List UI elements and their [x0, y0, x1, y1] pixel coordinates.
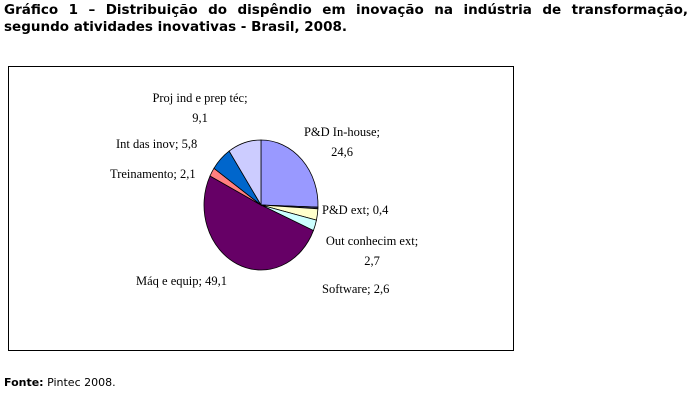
source-label: Fonte: [4, 376, 44, 389]
chart-title: Gráfico 1 – Distribuição do dispêndio em… [4, 2, 688, 35]
category-name: Treinamento; [110, 167, 177, 181]
category-name: P&D In-house; [303, 125, 381, 139]
category-name: Software; [322, 282, 371, 296]
category-name: Out conhecim ext; [325, 234, 419, 248]
slice-label: P&D In-house; 24,6 [292, 122, 392, 162]
value-label: 49,1 [205, 274, 227, 288]
source: Fonte: Pintec 2008. [4, 376, 116, 389]
slice-label: Máq e equip; 49,1 [136, 271, 227, 291]
value-label: 5,8 [181, 137, 198, 151]
slice-label: Out conhecim ext; 2,7 [318, 231, 426, 271]
category-name: P&D ext; [322, 203, 370, 217]
value-label: 9,1 [192, 111, 208, 125]
slice-label: Software; 2,6 [322, 279, 389, 299]
value-label: 2,1 [180, 167, 196, 181]
category-name: Máq e equip; [136, 274, 202, 288]
pie-slice [203, 175, 314, 271]
chart-frame [8, 66, 514, 351]
pie-slice [228, 139, 262, 207]
value-label: 2,6 [373, 282, 390, 296]
slice-label: Treinamento; 2,1 [110, 164, 196, 184]
pie-slice [260, 139, 319, 208]
source-text: Pintec 2008. [47, 376, 116, 389]
value-label: 24,6 [331, 145, 353, 159]
slice-label: Proj ind e prep téc; 9,1 [150, 88, 250, 128]
slice-label: Int das inov; 5,8 [116, 134, 197, 154]
value-label: 0,4 [372, 203, 389, 217]
category-name: Int das inov; [116, 137, 179, 151]
value-label: 2,7 [364, 254, 380, 268]
slice-label: P&D ext; 0,4 [322, 200, 388, 220]
category-name: Proj ind e prep téc; [152, 91, 248, 105]
